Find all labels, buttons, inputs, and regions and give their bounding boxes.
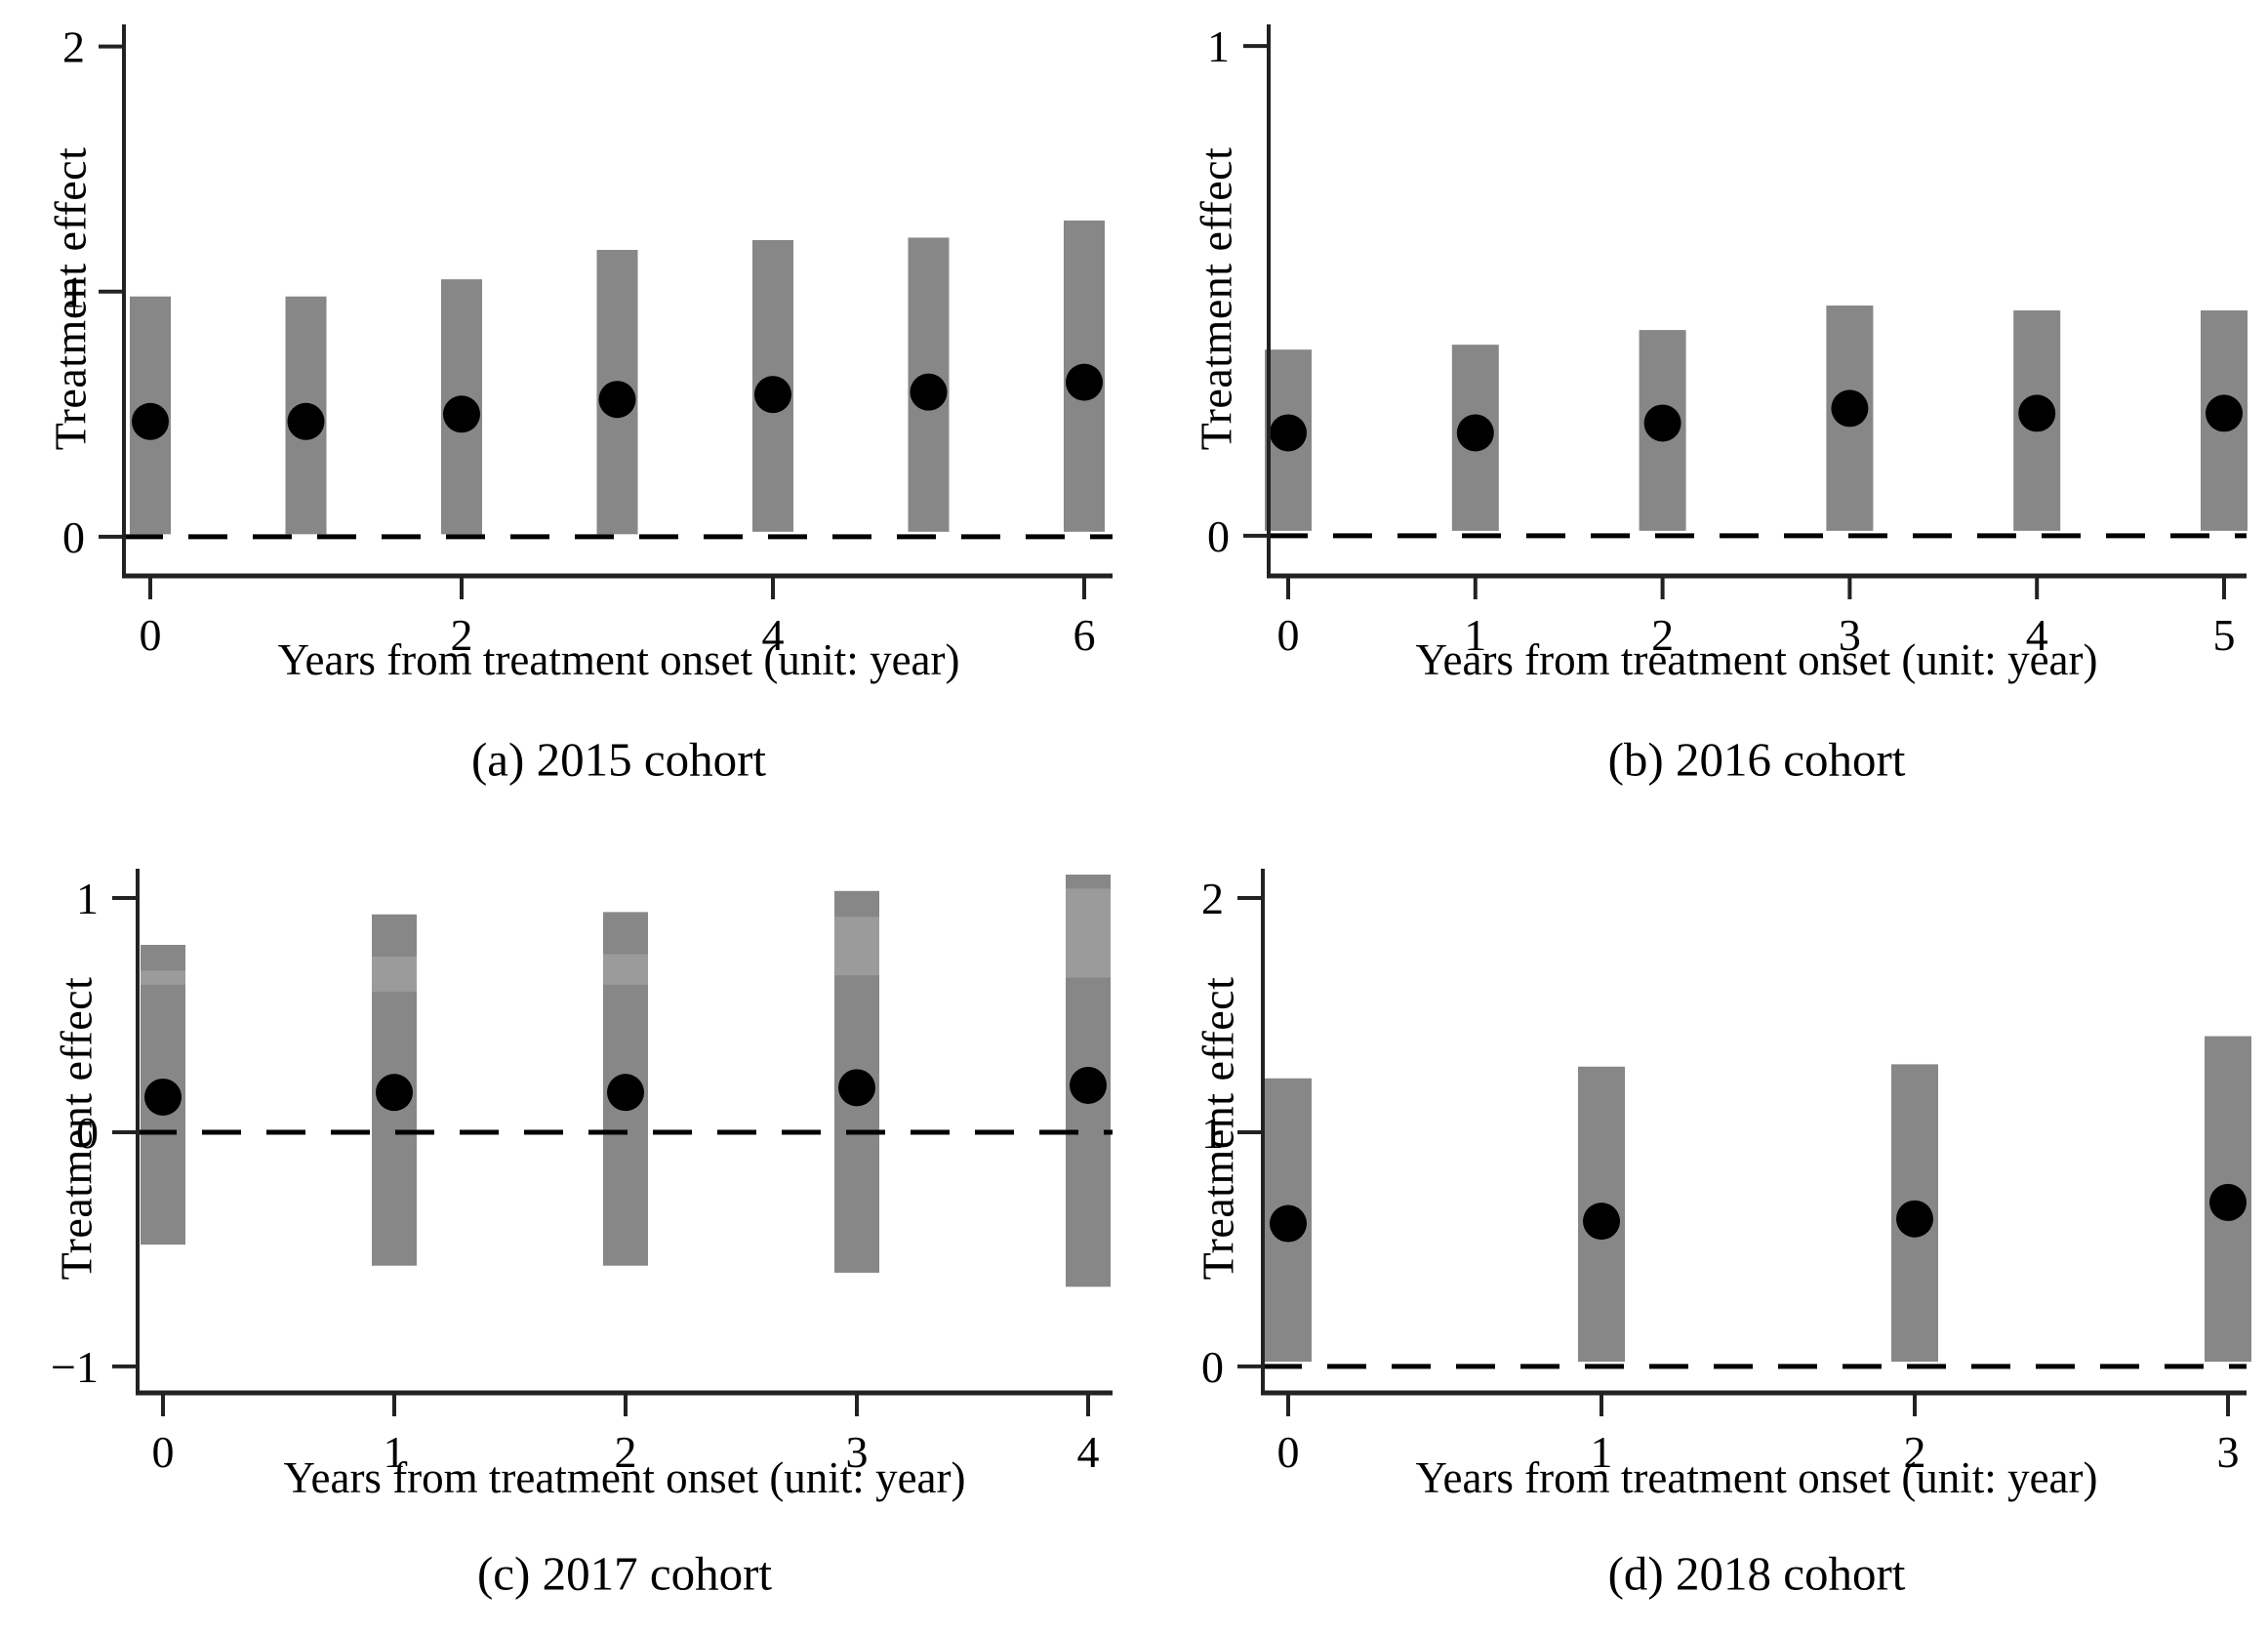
x-tick-label-panel-c: 3 bbox=[846, 1427, 869, 1477]
x-tick-label-panel-c: 0 bbox=[152, 1427, 175, 1477]
x-axis-title-panel-d: Years from treatment onset (unit: year) bbox=[1415, 1453, 2098, 1502]
point-estimate-dot-panel-c bbox=[144, 1078, 182, 1116]
caption-panel-a: (a) 2015 cohort bbox=[470, 732, 767, 787]
x-tick-label-panel-b: 5 bbox=[2213, 610, 2236, 660]
y-tick-label-panel-c: 1 bbox=[76, 874, 99, 923]
x-axis-title-panel-c: Years from treatment onset (unit: year) bbox=[283, 1453, 966, 1502]
ci-bar-light-segment-panel-c bbox=[603, 954, 648, 985]
point-estimate-dot-panel-b bbox=[1456, 414, 1494, 452]
x-tick-label-panel-d: 0 bbox=[1277, 1427, 1300, 1477]
x-tick-label-panel-a: 2 bbox=[451, 610, 473, 660]
ci-bar-light-segment-panel-c bbox=[141, 970, 185, 985]
y-axis-title-panel-a: Treatment effect bbox=[45, 146, 96, 451]
point-estimate-dot-panel-a bbox=[132, 402, 169, 440]
ci-bar-light-segment-panel-c bbox=[834, 917, 879, 976]
point-estimate-dot-panel-b bbox=[1270, 414, 1307, 452]
point-estimate-dot-panel-a bbox=[754, 376, 791, 414]
point-estimate-dot-panel-b bbox=[2206, 394, 2243, 432]
point-estimate-dot-panel-c bbox=[376, 1074, 413, 1112]
y-tick-label-panel-b: 1 bbox=[1207, 21, 1230, 71]
ci-bar-light-segment-panel-c bbox=[1066, 888, 1111, 978]
x-tick-label-panel-a: 4 bbox=[762, 610, 785, 660]
y-tick-label-panel-d: 2 bbox=[1201, 874, 1224, 923]
point-estimate-dot-panel-a bbox=[910, 373, 948, 411]
ci-bar-light-segment-panel-c bbox=[372, 956, 417, 992]
caption-panel-d: (d) 2018 cohort bbox=[1607, 1546, 1906, 1601]
x-tick-label-panel-a: 6 bbox=[1073, 610, 1096, 660]
y-tick-label-panel-b: 0 bbox=[1207, 511, 1230, 561]
point-estimate-dot-panel-d bbox=[1270, 1204, 1307, 1243]
y-axis-title-panel-d: Treatment effect bbox=[1193, 976, 1243, 1281]
y-axis-title-panel-b: Treatment effect bbox=[1191, 146, 1241, 451]
point-estimate-dot-panel-a bbox=[1066, 363, 1103, 401]
point-estimate-dot-panel-d bbox=[1583, 1203, 1620, 1241]
y-axis-title-panel-c: Treatment effect bbox=[51, 976, 101, 1281]
x-tick-label-panel-d: 1 bbox=[1591, 1427, 1613, 1477]
point-estimate-dot-panel-c bbox=[607, 1074, 644, 1112]
point-estimate-dot-panel-a bbox=[598, 381, 636, 419]
x-tick-label-panel-b: 4 bbox=[2026, 610, 2048, 660]
point-estimate-dot-panel-a bbox=[443, 395, 480, 433]
x-tick-label-panel-b: 2 bbox=[1651, 610, 1674, 660]
point-estimate-dot-panel-c bbox=[838, 1069, 875, 1107]
x-tick-label-panel-c: 1 bbox=[384, 1427, 406, 1477]
y-tick-label-panel-a: 2 bbox=[62, 22, 85, 72]
x-tick-label-panel-b: 1 bbox=[1464, 610, 1486, 660]
x-tick-label-panel-b: 0 bbox=[1277, 610, 1300, 660]
point-estimate-dot-panel-a bbox=[287, 402, 325, 440]
x-tick-label-panel-b: 3 bbox=[1839, 610, 1861, 660]
point-estimate-dot-panel-b bbox=[2018, 394, 2056, 432]
y-tick-label-panel-d: 1 bbox=[1201, 1108, 1224, 1158]
point-estimate-dot-panel-b bbox=[1643, 404, 1681, 442]
x-tick-label-panel-c: 4 bbox=[1077, 1427, 1100, 1477]
x-tick-label-panel-c: 2 bbox=[615, 1427, 637, 1477]
y-tick-label-panel-a: 0 bbox=[62, 512, 85, 562]
y-tick-label-panel-a: 1 bbox=[62, 267, 85, 317]
point-estimate-dot-panel-d bbox=[1896, 1200, 1933, 1238]
caption-panel-b: (b) 2016 cohort bbox=[1607, 732, 1906, 787]
y-tick-label-panel-c: 0 bbox=[76, 1108, 99, 1158]
x-axis-title-panel-a: Years from treatment onset (unit: year) bbox=[277, 635, 960, 684]
point-estimate-dot-panel-d bbox=[2209, 1183, 2247, 1221]
point-estimate-dot-panel-c bbox=[1070, 1066, 1107, 1104]
caption-panel-c: (c) 2017 cohort bbox=[476, 1546, 773, 1601]
x-axis-title-panel-b: Years from treatment onset (unit: year) bbox=[1415, 635, 2098, 684]
point-estimate-dot-panel-b bbox=[1831, 389, 1869, 428]
y-tick-label-panel-c: −1 bbox=[51, 1342, 99, 1392]
y-tick-label-panel-d: 0 bbox=[1201, 1342, 1224, 1392]
x-tick-label-panel-a: 0 bbox=[140, 610, 162, 660]
x-tick-label-panel-d: 3 bbox=[2217, 1427, 2240, 1477]
x-tick-label-panel-d: 2 bbox=[1904, 1427, 1926, 1477]
